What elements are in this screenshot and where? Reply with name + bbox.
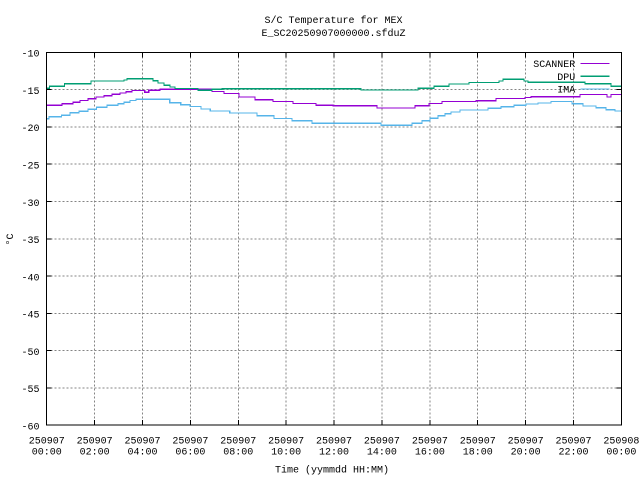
svg-text:250907: 250907 [412, 437, 448, 448]
svg-text:250907: 250907 [556, 437, 592, 448]
svg-text:22:00: 22:00 [559, 448, 589, 459]
svg-text:18:00: 18:00 [463, 448, 493, 459]
svg-text:04:00: 04:00 [127, 448, 157, 459]
svg-text:-50: -50 [21, 348, 39, 359]
svg-text:SCANNER: SCANNER [533, 60, 575, 71]
svg-text:-35: -35 [21, 236, 39, 247]
svg-text:-15: -15 [21, 87, 39, 98]
svg-text:06:00: 06:00 [175, 448, 205, 459]
svg-text:-40: -40 [21, 273, 39, 284]
svg-text:10:00: 10:00 [271, 448, 301, 459]
svg-text:250907: 250907 [124, 437, 160, 448]
svg-text:20:00: 20:00 [511, 448, 541, 459]
svg-text:12:00: 12:00 [319, 448, 349, 459]
svg-text:250907: 250907 [77, 437, 113, 448]
svg-text:00:00: 00:00 [606, 448, 636, 459]
svg-text:-45: -45 [21, 311, 39, 322]
svg-text:250907: 250907 [364, 437, 400, 448]
svg-text:250907: 250907 [460, 437, 496, 448]
svg-text:E_SC20250907000000.sfduZ: E_SC20250907000000.sfduZ [261, 28, 405, 40]
svg-text:-55: -55 [21, 385, 39, 396]
svg-text:250907: 250907 [220, 437, 256, 448]
svg-text:-30: -30 [21, 199, 39, 210]
svg-text:-10: -10 [21, 50, 39, 61]
svg-text:S/C Temperature for MEX: S/C Temperature for MEX [264, 15, 402, 27]
svg-text:Time (yymmdd HH:MM): Time (yymmdd HH:MM) [275, 465, 389, 477]
svg-text:DPU: DPU [557, 73, 575, 84]
svg-text:250907: 250907 [268, 437, 304, 448]
svg-text:°C: °C [5, 233, 17, 245]
svg-text:IMA: IMA [557, 86, 575, 97]
svg-text:14:00: 14:00 [367, 448, 397, 459]
svg-text:-25: -25 [21, 161, 39, 172]
svg-text:250907: 250907 [508, 437, 544, 448]
svg-text:08:00: 08:00 [223, 448, 253, 459]
svg-text:-20: -20 [21, 124, 39, 135]
svg-text:250908: 250908 [603, 437, 639, 448]
svg-text:02:00: 02:00 [80, 448, 110, 459]
svg-text:-60: -60 [21, 423, 39, 434]
svg-text:250907: 250907 [29, 437, 65, 448]
svg-text:00:00: 00:00 [32, 448, 62, 459]
svg-text:16:00: 16:00 [415, 448, 445, 459]
svg-text:250907: 250907 [316, 437, 352, 448]
svg-text:250907: 250907 [172, 437, 208, 448]
